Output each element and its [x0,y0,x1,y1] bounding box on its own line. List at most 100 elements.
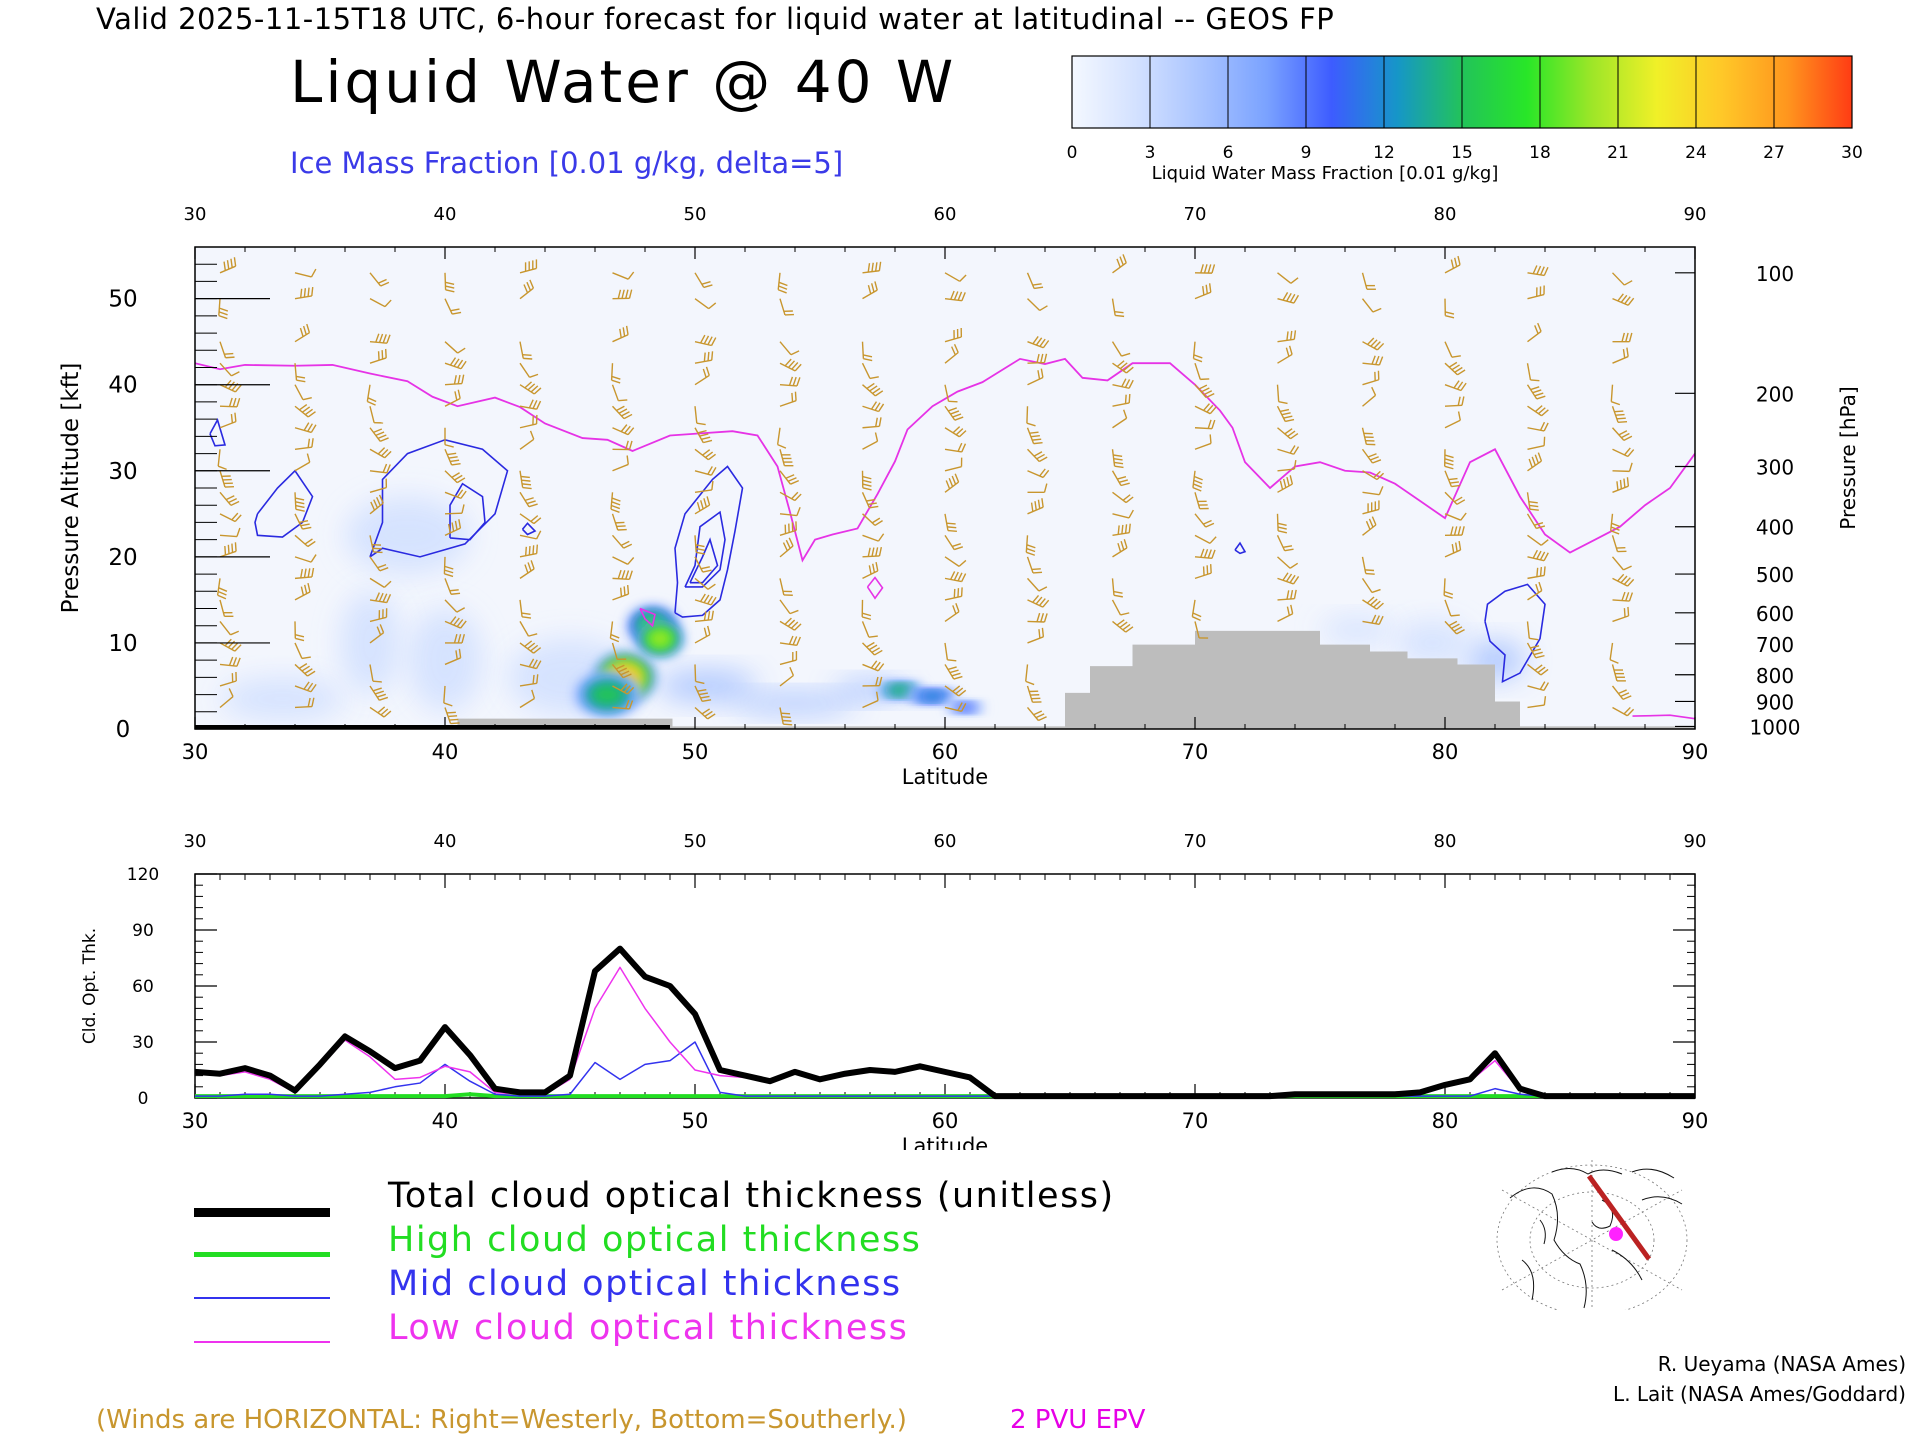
wind-barb-flag [228,397,233,407]
wind-barb-flag [1117,525,1120,535]
wind-barb-flag [224,352,234,355]
wind-barb-flag [946,522,956,525]
wind-barb [779,298,794,316]
wind-barb-flag [304,668,313,675]
wind-barb-staff [1444,264,1461,274]
wind-barb-staff [1277,448,1294,455]
wind-barb-staff [1361,577,1373,593]
wind-barb-flag [710,596,717,606]
wind-barb-flag [1539,421,1546,431]
wind-barb-flag [386,464,391,474]
wind-barb-flag [528,658,535,668]
wind-barb [612,455,629,472]
wind-barb-staff [369,340,387,344]
wind-barb-staff [294,534,309,548]
wind-barb-flag [378,333,384,343]
wind-barb-flag [527,642,536,650]
wind-barb-staff [944,384,950,402]
wind-barb-staff [219,362,232,377]
wind-barb [779,521,797,537]
wind-barb-flag [451,472,460,478]
wind-barb-flag [787,477,797,482]
wind-barb-flag [1113,454,1123,457]
wind-barb-flag [1193,483,1202,488]
wind-barb-staff [219,491,232,506]
wind-barb-flag [304,538,313,545]
epv-line [195,357,1695,563]
wind-barb [1527,452,1543,472]
wind-barb [1112,393,1131,407]
wind-barb-flag [445,281,455,286]
series-total-line [194,945,1695,1100]
wind-barb-flag [711,610,715,620]
wind-barb-flag [615,664,625,670]
wind-barb-flag [874,402,881,411]
wind-barb [1612,347,1629,364]
wind-barb-flag [461,374,465,384]
wind-barb-staff [1194,534,1211,544]
wind-barb-flag [298,663,308,669]
wind-barb [1277,291,1300,304]
wind-barb-flag [446,711,456,714]
wind-barb-staff [1527,293,1545,300]
x-tick-label: 90 [1682,1109,1709,1133]
x-tick-label-top: 90 [1684,204,1707,225]
wind-barb-flag [524,381,533,389]
wind-barb-staff [779,470,792,485]
wind-barb [519,470,532,490]
wind-barb [1277,427,1299,440]
wind-barb [1194,534,1217,544]
wind-barb [862,417,882,429]
wind-barb-flag [1119,621,1128,628]
wind-barb-flag [379,696,389,701]
wind-barb-staff [1277,297,1295,304]
wind-barb-flag [703,439,713,444]
wind-barb [519,599,532,619]
wind-barb-staff [1444,599,1452,617]
wind-barb-staff [1362,362,1380,366]
wind-barb-flag [373,428,383,434]
wind-barb-staff [611,664,624,679]
wind-barb-flag [376,496,381,506]
wind-barb-flag [1036,612,1041,622]
wind-barb-flag [1610,530,1620,535]
wind-barb [519,259,538,274]
wind-barb-flag [372,687,382,692]
wind-barb-staff [294,384,304,401]
wind-barb-staff [1276,405,1286,422]
wind-barb-staff [1111,449,1116,467]
wind-barb-staff [944,513,949,531]
wind-barb [611,642,627,660]
wind-barb-staff [1277,613,1293,623]
wind-barb-flag [1293,446,1300,455]
wind-barb-flag [1457,411,1461,421]
wind-barb [444,298,462,315]
wind-barb-flag [784,358,792,367]
wind-barb-staff [1609,642,1614,660]
wind-barb-flag [378,494,384,504]
wind-barb-staff [1526,363,1532,381]
wind-barb-flag [529,279,535,289]
wind-barb-flag [233,257,237,267]
wind-barb-flag [1193,479,1203,485]
wind-barb-staff [294,363,298,381]
wind-barb-flag [375,431,385,437]
wind-barb-flag [702,569,712,573]
wind-barb-flag [454,474,463,481]
wind-barb-flag [456,489,464,498]
wind-barb-staff [944,534,955,550]
wind-barb-staff [294,685,312,693]
wind-barb-flag [447,452,457,456]
wind-barb-flag [623,685,631,693]
wind-barb [944,473,960,493]
wind-barb-flag [234,412,237,422]
wind-barb-flag [863,354,873,358]
wind-barb-flag [874,649,883,656]
wind-barb-flag [1205,522,1215,528]
wind-barb-flag [1453,626,1463,632]
wind-barb [443,685,453,707]
wind-barb-flag [234,644,242,652]
wind-barb-flag [1537,452,1543,462]
wind-barb-flag [790,350,800,356]
wind-barb-flag [377,447,386,455]
